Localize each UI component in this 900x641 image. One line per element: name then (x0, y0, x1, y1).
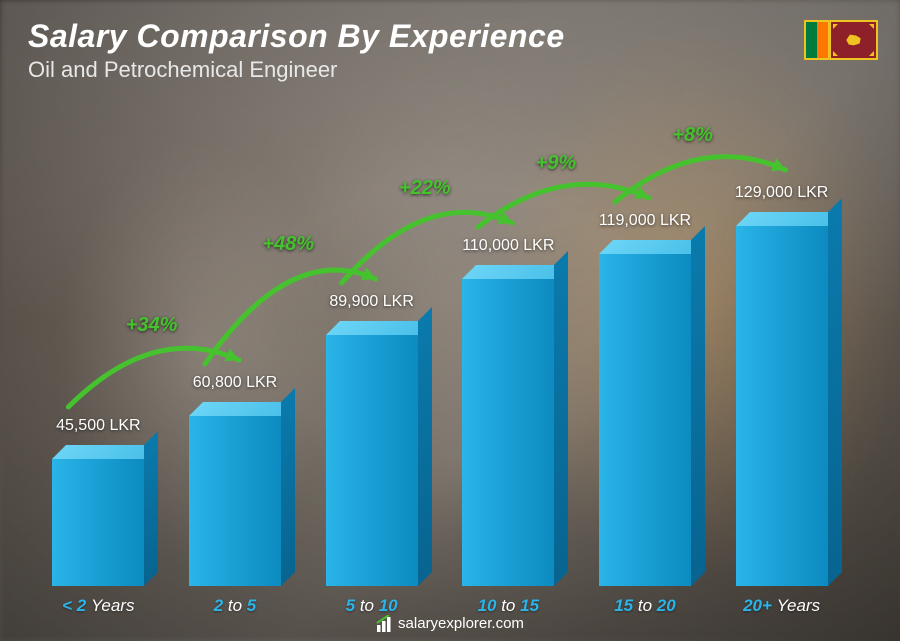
bar (736, 226, 828, 586)
bar-value-label: 60,800 LKR (193, 374, 278, 392)
salary-bar-chart: 45,500 LKR< 2 Years60,800 LKR2 to 589,90… (30, 106, 850, 586)
bar-category-label: 5 to 10 (346, 596, 398, 616)
bar-category-label: 20+ Years (743, 596, 820, 616)
bar-group: 119,000 LKR15 to 20 (585, 212, 705, 586)
sri-lanka-flag-icon (804, 20, 878, 60)
bar (189, 416, 281, 586)
bar-group: 110,000 LKR10 to 15 (448, 237, 568, 586)
bar (52, 459, 144, 586)
bar-value-label: 119,000 LKR (599, 212, 691, 230)
page-title: Salary Comparison By Experience (28, 18, 565, 55)
footer-text: salaryexplorer.com (398, 615, 524, 632)
bar-value-label: 45,500 LKR (56, 417, 141, 435)
title-block: Salary Comparison By Experience Oil and … (28, 18, 565, 83)
bar (462, 279, 554, 586)
bar (326, 335, 418, 586)
bar-group: 60,800 LKR2 to 5 (175, 374, 295, 586)
bar-category-label: 10 to 15 (478, 596, 539, 616)
salaryexplorer-logo-icon (376, 615, 394, 633)
page-subtitle: Oil and Petrochemical Engineer (28, 57, 565, 83)
bar-value-label: 110,000 LKR (462, 237, 554, 255)
infographic-container: Salary Comparison By Experience Oil and … (0, 0, 900, 641)
bar-category-label: 2 to 5 (214, 596, 257, 616)
bar-category-label: 15 to 20 (614, 596, 675, 616)
footer: salaryexplorer.com (0, 615, 900, 633)
bar (599, 254, 691, 586)
bar-group: 45,500 LKR< 2 Years (38, 417, 158, 586)
bar-value-label: 89,900 LKR (329, 293, 414, 311)
bar-category-label: < 2 Years (62, 596, 134, 616)
bar-value-label: 129,000 LKR (735, 184, 828, 202)
bar-group: 89,900 LKR5 to 10 (312, 293, 432, 586)
bar-group: 129,000 LKR20+ Years (722, 184, 842, 586)
